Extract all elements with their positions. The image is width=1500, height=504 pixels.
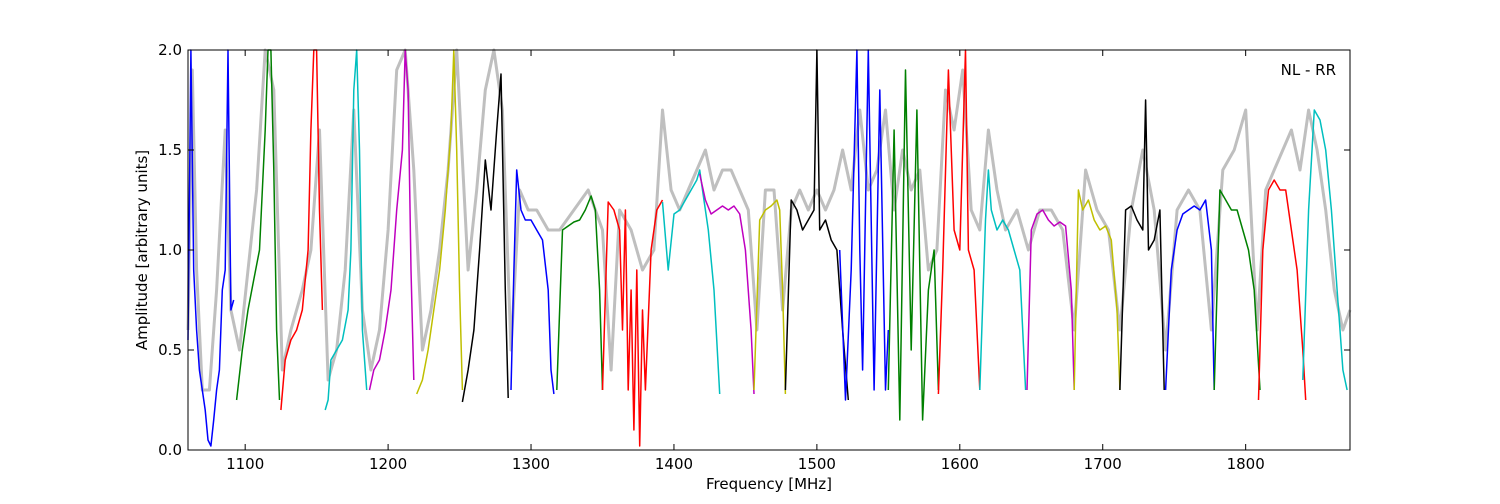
series-line-24 xyxy=(1257,179,1307,401)
x-axis-label: Frequency [MHz] xyxy=(706,475,832,493)
series-line-10 xyxy=(601,199,664,447)
y-tick-label: 1.5 xyxy=(158,141,182,159)
series-line-11 xyxy=(661,169,721,395)
x-tick-label: 1100 xyxy=(226,455,264,473)
series-line-14 xyxy=(784,49,850,401)
series-line-5 xyxy=(368,49,415,391)
series-line-7 xyxy=(461,73,509,403)
series-line-22 xyxy=(1164,199,1215,391)
series-line-3 xyxy=(280,49,324,411)
series-line-21 xyxy=(1119,99,1165,391)
ticks-layer: 1100 1200 1300 1400 1500 1600 1700 1800 0.0 0.5 1.… xyxy=(158,41,1350,473)
series-line-2 xyxy=(235,49,281,401)
series-line-4 xyxy=(324,49,368,411)
series-line-17 xyxy=(937,49,981,395)
series-layer xyxy=(186,48,1352,447)
series-line-15 xyxy=(838,49,890,401)
series-line-20 xyxy=(1073,189,1121,391)
series-line-23 xyxy=(1213,189,1261,391)
series-line-1 xyxy=(187,49,235,447)
y-tick-label: 1.0 xyxy=(158,241,182,259)
x-tick-label: 1200 xyxy=(369,455,407,473)
series-line-8 xyxy=(510,169,555,395)
series-line-6 xyxy=(416,49,464,395)
series-line-12 xyxy=(698,173,755,395)
x-tick-label: 1600 xyxy=(941,455,979,473)
chart-annotation: NL - RR xyxy=(1281,61,1336,79)
series-line-9 xyxy=(556,195,604,391)
y-tick-label: 0.0 xyxy=(158,441,182,459)
x-tick-label: 1400 xyxy=(655,455,693,473)
y-axis-label: Amplitude [arbitrary units] xyxy=(133,150,151,350)
x-tick-label: 1700 xyxy=(1084,455,1122,473)
y-tick-label: 2.0 xyxy=(158,41,182,59)
plot-frame xyxy=(187,49,1351,451)
series-line-25 xyxy=(1302,109,1348,391)
series-line-18 xyxy=(979,169,1027,391)
x-tick-label: 1800 xyxy=(1227,455,1265,473)
series-line-19 xyxy=(1026,209,1075,391)
series-line-16 xyxy=(887,69,940,421)
x-tick-label: 1500 xyxy=(798,455,836,473)
series-line-13 xyxy=(753,199,787,395)
x-tick-label: 1300 xyxy=(512,455,550,473)
y-tick-label: 0.5 xyxy=(158,341,182,359)
